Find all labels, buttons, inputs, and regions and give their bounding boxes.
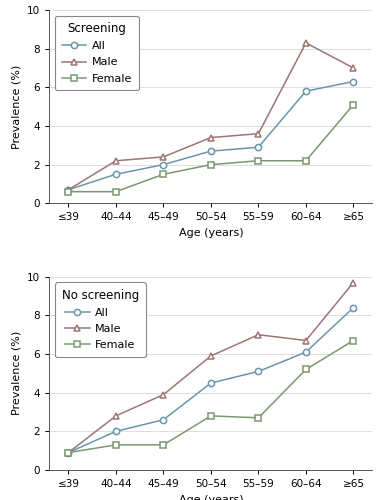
- Female: [209, 162, 213, 168]
- Legend: All, Male, Female: All, Male, Female: [55, 282, 146, 357]
- All: [66, 186, 71, 192]
- Y-axis label: Prevalence (%): Prevalence (%): [12, 331, 22, 415]
- Female: [351, 102, 356, 107]
- Female: [161, 172, 166, 177]
- Male: [351, 280, 356, 285]
- Male: [304, 40, 308, 46]
- Female: [304, 158, 308, 164]
- Male: [114, 158, 118, 164]
- Line: Male: Male: [65, 280, 356, 456]
- Line: All: All: [65, 78, 356, 193]
- Male: [114, 413, 118, 419]
- Female: [114, 442, 118, 448]
- Female: [114, 188, 118, 194]
- Line: Male: Male: [65, 40, 356, 193]
- Female: [304, 366, 308, 372]
- Y-axis label: Prevalence (%): Prevalence (%): [12, 64, 22, 149]
- All: [66, 450, 71, 456]
- All: [351, 304, 356, 310]
- All: [161, 416, 166, 422]
- All: [304, 349, 308, 355]
- All: [256, 144, 261, 150]
- Female: [209, 413, 213, 419]
- Male: [256, 332, 261, 338]
- All: [209, 380, 213, 386]
- All: [161, 162, 166, 168]
- Female: [256, 415, 261, 421]
- All: [256, 368, 261, 374]
- Male: [161, 154, 166, 160]
- Line: Female: Female: [65, 102, 356, 195]
- All: [351, 78, 356, 84]
- All: [114, 172, 118, 177]
- Male: [351, 65, 356, 71]
- Male: [66, 450, 71, 456]
- Female: [351, 338, 356, 344]
- X-axis label: Age (years): Age (years): [179, 494, 243, 500]
- Male: [304, 338, 308, 344]
- Legend: All, Male, Female: All, Male, Female: [55, 16, 139, 90]
- Line: All: All: [65, 304, 356, 456]
- All: [209, 148, 213, 154]
- Male: [209, 134, 213, 140]
- X-axis label: Age (years): Age (years): [179, 228, 243, 238]
- Female: [66, 188, 71, 194]
- Female: [256, 158, 261, 164]
- Female: [66, 450, 71, 456]
- All: [114, 428, 118, 434]
- Line: Female: Female: [65, 338, 356, 456]
- Female: [161, 442, 166, 448]
- Male: [209, 353, 213, 359]
- Male: [66, 186, 71, 192]
- Male: [161, 392, 166, 398]
- Male: [256, 130, 261, 136]
- All: [304, 88, 308, 94]
